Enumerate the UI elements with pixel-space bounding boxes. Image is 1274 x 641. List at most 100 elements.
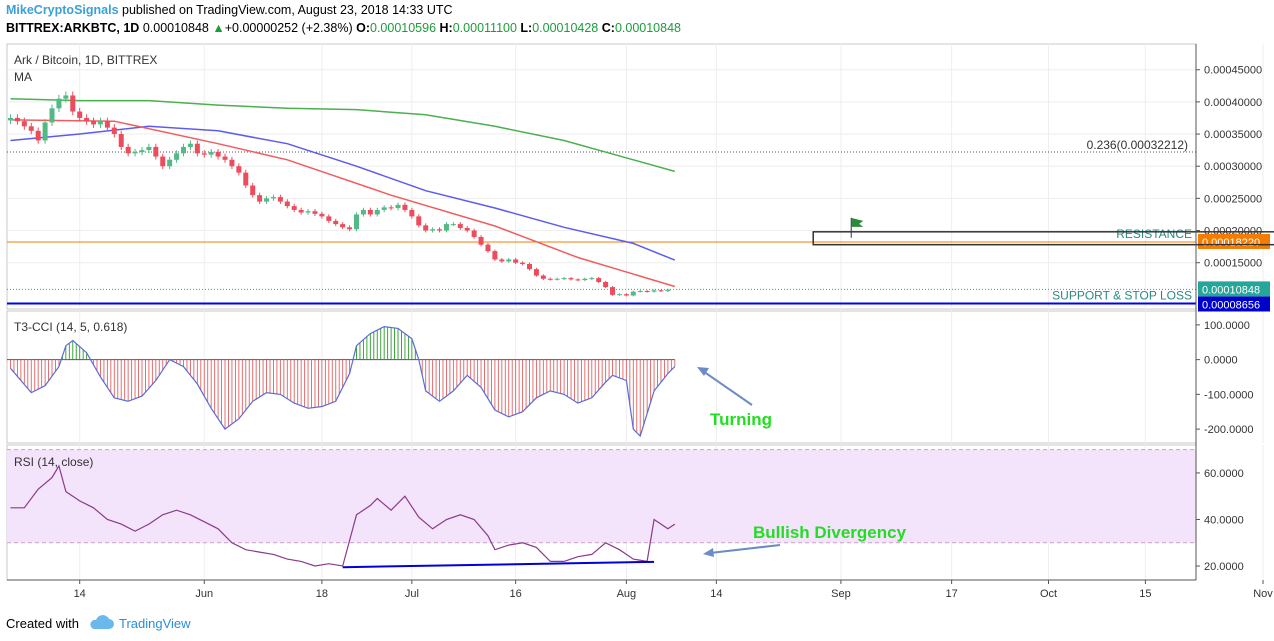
- low-value: 0.00010428: [532, 21, 599, 35]
- candle: [340, 224, 346, 228]
- turning-arrowhead: [697, 367, 709, 376]
- ma-label: MA: [14, 70, 32, 84]
- footer: Created with TradingView: [6, 615, 191, 631]
- x-tick-label: Jun: [195, 588, 213, 600]
- candle: [49, 108, 55, 123]
- candle: [277, 197, 283, 202]
- rsi-line: [10, 464, 676, 567]
- candle: [160, 156, 166, 167]
- candle: [91, 121, 97, 125]
- author-link[interactable]: MikeCryptoSignals: [6, 3, 119, 17]
- candle: [409, 209, 415, 217]
- candle: [201, 153, 207, 155]
- candle: [215, 152, 221, 157]
- x-tick-label: 15: [1139, 588, 1151, 600]
- rsi-y-tick-label: 20.0000: [1204, 561, 1244, 573]
- candle: [264, 198, 270, 202]
- publish-info: published on TradingView.com, August 23,…: [118, 3, 453, 17]
- candle: [513, 259, 519, 263]
- x-tick-label: Nov: [1253, 588, 1273, 600]
- cci-y-tick-label: -200.0000: [1204, 424, 1254, 436]
- support-price-tag: [1198, 296, 1270, 312]
- candle: [42, 122, 48, 141]
- candle: [437, 229, 443, 231]
- candle: [402, 204, 408, 210]
- candle: [270, 197, 276, 199]
- price-change: +0.00000252 (+2.38%): [224, 21, 353, 35]
- candle: [416, 216, 422, 226]
- last-price-text: 0.00010848: [1202, 284, 1260, 296]
- candle: [257, 195, 263, 202]
- high-value: 0.00011100: [452, 21, 517, 35]
- x-tick-label: Aug: [617, 588, 637, 600]
- y-tick-label: 0.00040000: [1204, 97, 1262, 109]
- candle: [174, 153, 180, 160]
- candle: [637, 290, 643, 292]
- candle: [319, 213, 325, 217]
- low-label: L:: [520, 21, 533, 35]
- rsi-band: [7, 449, 1196, 543]
- last-price-tag: [1198, 281, 1270, 297]
- candle: [374, 209, 380, 215]
- tradingview-link[interactable]: TradingView: [118, 615, 191, 631]
- open-label: O:: [356, 21, 370, 35]
- turning-arrow: [699, 368, 753, 406]
- candle: [589, 278, 595, 280]
- candle: [443, 224, 449, 231]
- candle: [603, 281, 609, 288]
- candle: [28, 126, 34, 131]
- candle: [554, 278, 560, 280]
- pane-2-frame: [6, 310, 1197, 444]
- target-box: [812, 231, 1274, 246]
- candle: [77, 111, 83, 118]
- candle: [561, 278, 567, 280]
- high-label: H:: [439, 21, 453, 35]
- divergency-arrow: [709, 544, 781, 554]
- candle: [104, 121, 110, 128]
- candle: [658, 290, 664, 292]
- y-tick-label: 0.00035000: [1204, 129, 1262, 141]
- x-tick-label: 17: [945, 588, 957, 600]
- candle: [312, 211, 318, 214]
- price-pane-title: Ark / Bitcoin, 1D, BITTREX: [14, 53, 157, 67]
- close-value: 0.00010848: [614, 21, 681, 35]
- cci-line: [10, 325, 676, 438]
- y-tick-label: 0.00015000: [1204, 258, 1262, 270]
- candle: [229, 159, 235, 167]
- candle: [506, 259, 512, 262]
- last-price: 0.00010848: [142, 21, 209, 35]
- candle: [284, 201, 290, 207]
- candle: [118, 134, 124, 147]
- candle: [471, 230, 477, 237]
- x-tick-label: 16: [510, 588, 522, 600]
- candles: [8, 91, 671, 297]
- candle: [8, 117, 13, 121]
- candle: [56, 98, 62, 109]
- candle: [575, 279, 581, 281]
- candle: [70, 95, 76, 112]
- y-tick-label: 0.00025000: [1204, 193, 1262, 205]
- pane-1-frame: [6, 43, 1197, 310]
- candle: [499, 259, 505, 262]
- candle: [222, 156, 228, 160]
- candle: [485, 244, 491, 252]
- x-tick-label: Jul: [405, 588, 419, 600]
- candle: [568, 278, 574, 280]
- open-value: 0.00010596: [370, 21, 437, 35]
- x-tick-label: 14: [710, 588, 722, 600]
- x-tick-label: 14: [74, 588, 86, 600]
- cci-histogram: [10, 326, 676, 437]
- up-arrow-icon: ▲: [212, 21, 225, 35]
- turning-annotation: Turning: [710, 410, 772, 429]
- candle: [208, 152, 214, 155]
- candle: [250, 185, 256, 196]
- candle: [187, 143, 193, 147]
- candle: [360, 209, 366, 215]
- candle: [139, 150, 145, 153]
- candle: [533, 269, 539, 276]
- candle: [181, 146, 186, 154]
- candle: [457, 224, 463, 228]
- candle: [291, 206, 297, 210]
- candle: [21, 121, 27, 127]
